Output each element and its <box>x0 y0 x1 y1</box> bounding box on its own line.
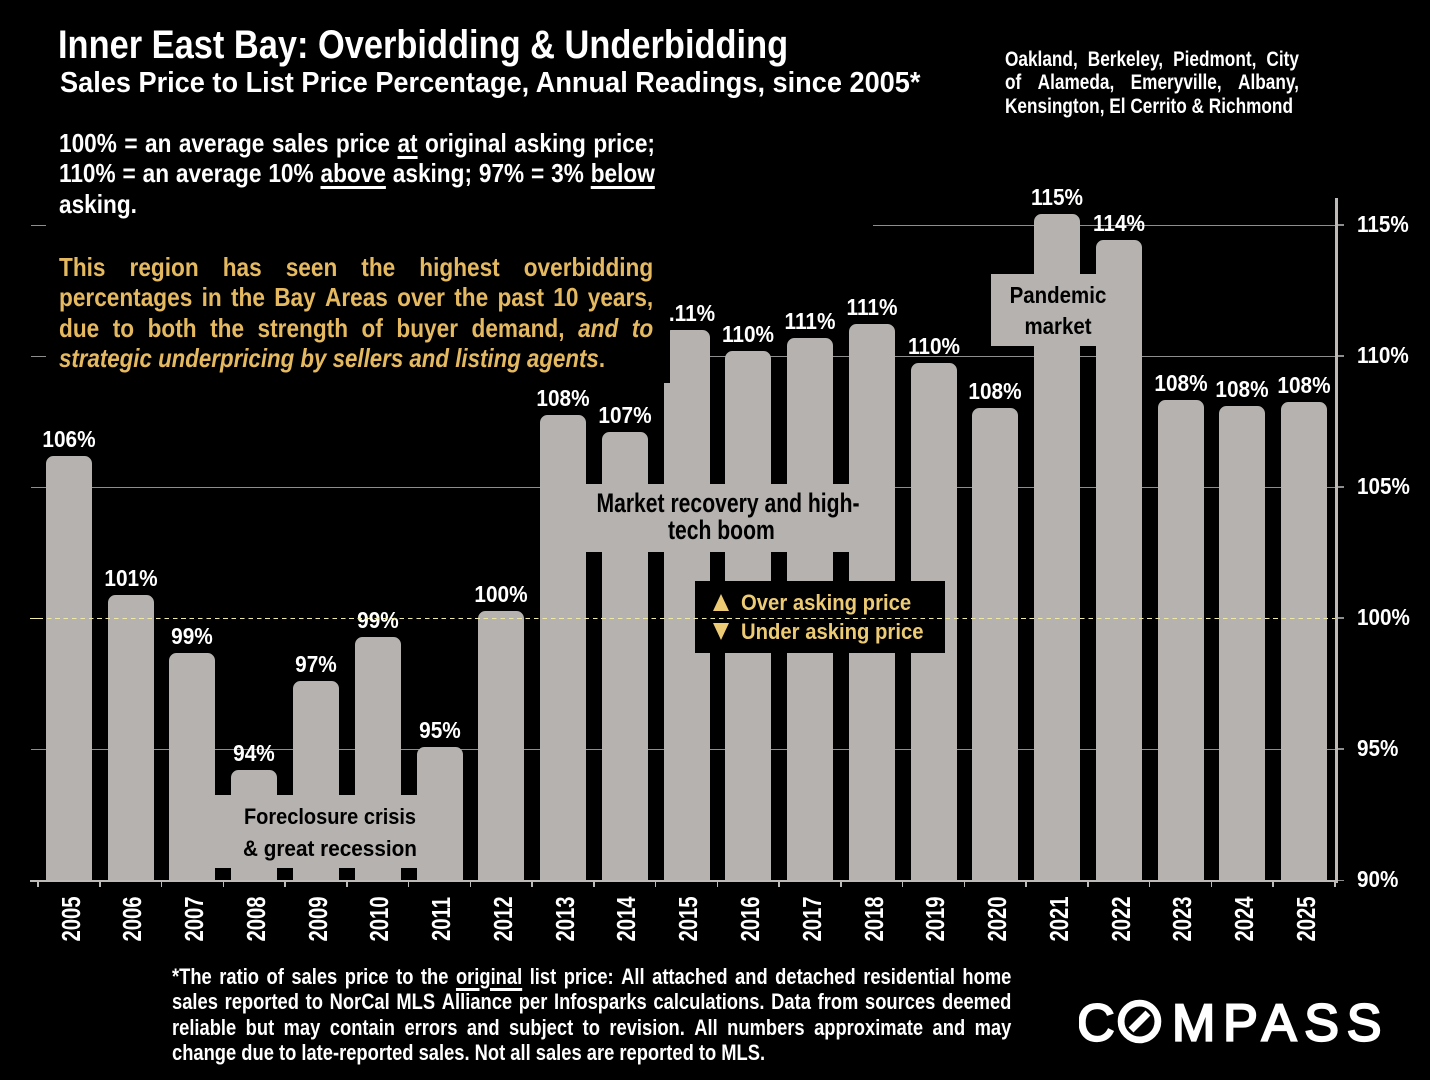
svg-text:C: C <box>1079 995 1115 1051</box>
svg-text:MPASS: MPASS <box>1172 995 1389 1051</box>
